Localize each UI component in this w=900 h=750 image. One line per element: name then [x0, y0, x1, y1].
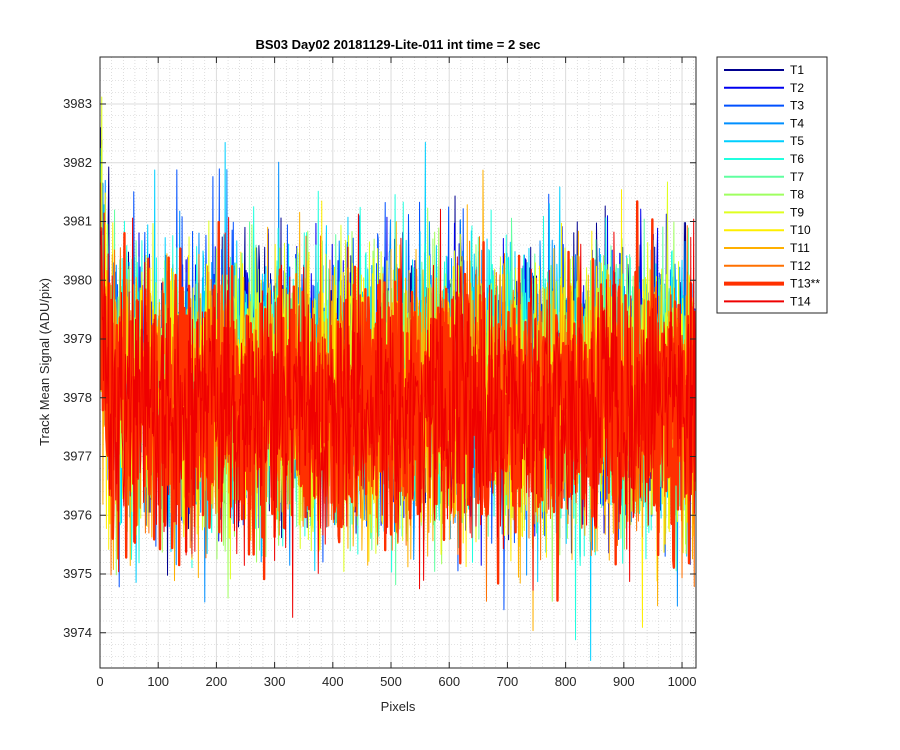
legend-label-t11: T11 — [790, 241, 810, 255]
y-tick-labels: 3974 3975 3976 3977 3978 3979 3980 3981 3982 3983 — [63, 96, 92, 640]
chart-title: BS03 Day02 20181129-Lite-011 int time = … — [255, 37, 540, 52]
x-tick-label: 300 — [264, 674, 286, 689]
y-axis-label: Track Mean Signal (ADU/pix) — [37, 278, 52, 446]
x-tick-label: 500 — [380, 674, 402, 689]
x-tick-label: 200 — [206, 674, 228, 689]
x-tick-label: 0 — [96, 674, 103, 689]
x-tick-label: 700 — [497, 674, 519, 689]
series-line-t14 — [100, 208, 696, 618]
y-tick-label: 3978 — [63, 390, 92, 405]
y-tick-label: 3974 — [63, 625, 92, 640]
series-lines — [100, 96, 696, 661]
y-tick-label: 3980 — [63, 272, 92, 287]
y-tick-label: 3977 — [63, 449, 92, 464]
legend-label-t3: T3 — [790, 99, 804, 113]
legend-label-t6: T6 — [790, 152, 804, 166]
legend: T1 T2 T3 T4 T5 T6 T7 T8 T9 T10 T11 T12 T13** T14 — [716, 56, 828, 314]
legend-label-t4: T4 — [790, 116, 804, 130]
y-tick-label: 3981 — [63, 214, 92, 229]
x-tick-label: 900 — [613, 674, 635, 689]
legend-label-t2: T2 — [790, 81, 804, 95]
x-tick-label: 1000 — [668, 674, 697, 689]
plot-area: 0 100 200 300 400 500 600 700 800 900 1000 3974397… — [63, 56, 697, 689]
legend-label-t12: T12 — [790, 259, 811, 273]
legend-label-t1: T1 — [790, 63, 804, 77]
axis-ticks — [99, 57, 696, 668]
legend-label-t5: T5 — [790, 134, 804, 148]
y-tick-label: 3975 — [63, 566, 92, 581]
y-tick-label: 3979 — [63, 331, 92, 346]
legend-label-t8: T8 — [790, 188, 804, 202]
legend-label-t7: T7 — [790, 170, 804, 184]
y-tick-label: 3982 — [63, 155, 92, 170]
x-tick-label: 600 — [438, 674, 460, 689]
legend-label-t10: T10 — [790, 223, 811, 237]
legend-label-t14: T14 — [790, 294, 811, 308]
y-tick-label: 3983 — [63, 96, 92, 111]
y-tick-label: 3976 — [63, 507, 92, 522]
x-tick-label: 400 — [322, 674, 344, 689]
x-tick-labels: 0 100 200 300 400 500 600 700 800 900 1000 — [96, 674, 696, 689]
x-axis-label: Pixels — [381, 699, 416, 714]
axes-box — [99, 56, 697, 669]
legend-label-t13: T13** — [790, 277, 820, 291]
legend-box — [716, 56, 828, 314]
legend-label-t9: T9 — [790, 205, 804, 219]
x-tick-label: 100 — [147, 674, 169, 689]
x-tick-label: 800 — [555, 674, 577, 689]
